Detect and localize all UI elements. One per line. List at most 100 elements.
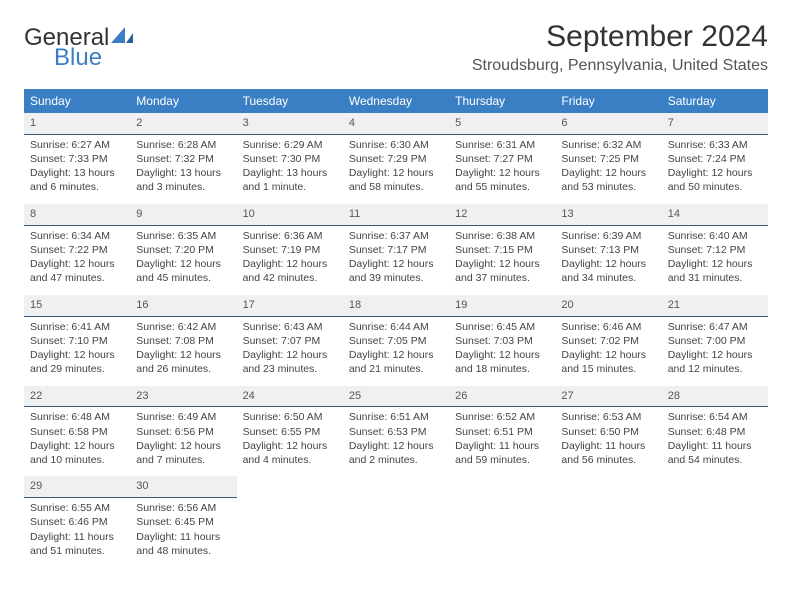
sunrise-text: Sunrise: 6:45 AM bbox=[455, 320, 549, 334]
day-number: 25 bbox=[343, 386, 449, 408]
sunrise-text: Sunrise: 6:43 AM bbox=[243, 320, 337, 334]
day-cell: 8Sunrise: 6:34 AMSunset: 7:22 PMDaylight… bbox=[24, 204, 130, 295]
day-number: 21 bbox=[662, 295, 768, 317]
sunset-text: Sunset: 6:56 PM bbox=[136, 425, 230, 439]
day-body: Sunrise: 6:33 AMSunset: 7:24 PMDaylight:… bbox=[662, 135, 768, 204]
day-body bbox=[662, 482, 768, 551]
calendar-page: General Blue September 2024 Stroudsburg,… bbox=[0, 0, 792, 587]
sunrise-text: Sunrise: 6:27 AM bbox=[30, 138, 124, 152]
daylight-text: Daylight: 12 hours bbox=[561, 166, 655, 180]
daylight-text: and 26 minutes. bbox=[136, 362, 230, 376]
sunrise-text: Sunrise: 6:29 AM bbox=[243, 138, 337, 152]
sunset-text: Sunset: 7:22 PM bbox=[30, 243, 124, 257]
sunset-text: Sunset: 6:58 PM bbox=[30, 425, 124, 439]
day-cell: 30Sunrise: 6:56 AMSunset: 6:45 PMDayligh… bbox=[130, 476, 236, 567]
day-body: Sunrise: 6:43 AMSunset: 7:07 PMDaylight:… bbox=[237, 317, 343, 386]
day-number: 13 bbox=[555, 204, 661, 226]
daylight-text: Daylight: 12 hours bbox=[30, 439, 124, 453]
sunrise-text: Sunrise: 6:55 AM bbox=[30, 501, 124, 515]
day-body: Sunrise: 6:36 AMSunset: 7:19 PMDaylight:… bbox=[237, 226, 343, 295]
sunrise-text: Sunrise: 6:49 AM bbox=[136, 410, 230, 424]
day-cell bbox=[343, 476, 449, 567]
daylight-text: Daylight: 13 hours bbox=[136, 166, 230, 180]
day-number: 14 bbox=[662, 204, 768, 226]
day-cell: 19Sunrise: 6:45 AMSunset: 7:03 PMDayligh… bbox=[449, 295, 555, 386]
sunset-text: Sunset: 7:29 PM bbox=[349, 152, 443, 166]
sunset-text: Sunset: 6:53 PM bbox=[349, 425, 443, 439]
daylight-text: and 23 minutes. bbox=[243, 362, 337, 376]
sunrise-text: Sunrise: 6:39 AM bbox=[561, 229, 655, 243]
day-body: Sunrise: 6:49 AMSunset: 6:56 PMDaylight:… bbox=[130, 407, 236, 476]
sunrise-text: Sunrise: 6:40 AM bbox=[668, 229, 762, 243]
day-body: Sunrise: 6:55 AMSunset: 6:46 PMDaylight:… bbox=[24, 498, 130, 567]
daylight-text: Daylight: 12 hours bbox=[349, 439, 443, 453]
day-cell: 4Sunrise: 6:30 AMSunset: 7:29 PMDaylight… bbox=[343, 113, 449, 204]
daylight-text: and 55 minutes. bbox=[455, 180, 549, 194]
day-body: Sunrise: 6:28 AMSunset: 7:32 PMDaylight:… bbox=[130, 135, 236, 204]
day-body: Sunrise: 6:46 AMSunset: 7:02 PMDaylight:… bbox=[555, 317, 661, 386]
daylight-text: and 48 minutes. bbox=[136, 544, 230, 558]
day-body: Sunrise: 6:39 AMSunset: 7:13 PMDaylight:… bbox=[555, 226, 661, 295]
day-cell: 18Sunrise: 6:44 AMSunset: 7:05 PMDayligh… bbox=[343, 295, 449, 386]
day-body bbox=[237, 482, 343, 551]
daylight-text: Daylight: 12 hours bbox=[561, 257, 655, 271]
day-body: Sunrise: 6:38 AMSunset: 7:15 PMDaylight:… bbox=[449, 226, 555, 295]
sunset-text: Sunset: 7:03 PM bbox=[455, 334, 549, 348]
daylight-text: Daylight: 11 hours bbox=[30, 530, 124, 544]
daylight-text: Daylight: 12 hours bbox=[136, 439, 230, 453]
daylight-text: and 56 minutes. bbox=[561, 453, 655, 467]
day-cell: 12Sunrise: 6:38 AMSunset: 7:15 PMDayligh… bbox=[449, 204, 555, 295]
weekday-header: Sunday Monday Tuesday Wednesday Thursday… bbox=[24, 89, 768, 113]
daylight-text: and 39 minutes. bbox=[349, 271, 443, 285]
day-body: Sunrise: 6:27 AMSunset: 7:33 PMDaylight:… bbox=[24, 135, 130, 204]
daylight-text: and 29 minutes. bbox=[30, 362, 124, 376]
day-body: Sunrise: 6:47 AMSunset: 7:00 PMDaylight:… bbox=[662, 317, 768, 386]
sunset-text: Sunset: 6:51 PM bbox=[455, 425, 549, 439]
day-cell: 9Sunrise: 6:35 AMSunset: 7:20 PMDaylight… bbox=[130, 204, 236, 295]
daylight-text: Daylight: 13 hours bbox=[243, 166, 337, 180]
sunset-text: Sunset: 6:48 PM bbox=[668, 425, 762, 439]
daylight-text: and 59 minutes. bbox=[455, 453, 549, 467]
daylight-text: Daylight: 12 hours bbox=[455, 348, 549, 362]
day-number: 6 bbox=[555, 113, 661, 135]
sunset-text: Sunset: 7:24 PM bbox=[668, 152, 762, 166]
daylight-text: and 50 minutes. bbox=[668, 180, 762, 194]
week-row: 8Sunrise: 6:34 AMSunset: 7:22 PMDaylight… bbox=[24, 204, 768, 295]
logo: General Blue bbox=[24, 20, 133, 70]
day-number: 18 bbox=[343, 295, 449, 317]
day-cell: 25 Sunrise: 6:51 AMSunset: 6:53 PMDayligh… bbox=[343, 386, 449, 477]
day-cell: 5Sunrise: 6:31 AMSunset: 7:27 PMDaylight… bbox=[449, 113, 555, 204]
daylight-text: Daylight: 12 hours bbox=[349, 257, 443, 271]
daylight-text: Daylight: 12 hours bbox=[455, 166, 549, 180]
sunrise-text: Sunrise: 6:53 AM bbox=[561, 410, 655, 424]
day-number: 3 bbox=[237, 113, 343, 135]
daylight-text: Daylight: 12 hours bbox=[243, 257, 337, 271]
daylight-text: and 2 minutes. bbox=[349, 453, 443, 467]
sunrise-text: Sunrise: 6:52 AM bbox=[455, 410, 549, 424]
daylight-text: Daylight: 12 hours bbox=[455, 257, 549, 271]
day-number: 26 bbox=[449, 386, 555, 408]
daylight-text: Daylight: 13 hours bbox=[30, 166, 124, 180]
daylight-text: and 37 minutes. bbox=[455, 271, 549, 285]
day-body: Sunrise: 6:54 AMSunset: 6:48 PMDaylight:… bbox=[662, 407, 768, 476]
daylight-text: and 45 minutes. bbox=[136, 271, 230, 285]
sunset-text: Sunset: 7:13 PM bbox=[561, 243, 655, 257]
day-body: Sunrise: 6:31 AMSunset: 7:27 PMDaylight:… bbox=[449, 135, 555, 204]
day-cell: 13Sunrise: 6:39 AMSunset: 7:13 PMDayligh… bbox=[555, 204, 661, 295]
daylight-text: and 34 minutes. bbox=[561, 271, 655, 285]
sunset-text: Sunset: 7:32 PM bbox=[136, 152, 230, 166]
sunset-text: Sunset: 7:02 PM bbox=[561, 334, 655, 348]
day-number: 22 bbox=[24, 386, 130, 408]
day-cell: 28Sunrise: 6:54 AMSunset: 6:48 PMDayligh… bbox=[662, 386, 768, 477]
day-body: Sunrise: 6:42 AMSunset: 7:08 PMDaylight:… bbox=[130, 317, 236, 386]
sunrise-text: Sunrise: 6:35 AM bbox=[136, 229, 230, 243]
day-cell bbox=[555, 476, 661, 567]
sunrise-text: Sunrise: 6:33 AM bbox=[668, 138, 762, 152]
sunset-text: Sunset: 7:30 PM bbox=[243, 152, 337, 166]
weekday-label: Sunday bbox=[24, 89, 130, 113]
sunrise-text: Sunrise: 6:51 AM bbox=[349, 410, 443, 424]
day-cell: 29Sunrise: 6:55 AMSunset: 6:46 PMDayligh… bbox=[24, 476, 130, 567]
day-cell: 16Sunrise: 6:42 AMSunset: 7:08 PMDayligh… bbox=[130, 295, 236, 386]
daylight-text: and 31 minutes. bbox=[668, 271, 762, 285]
daylight-text: Daylight: 12 hours bbox=[349, 166, 443, 180]
